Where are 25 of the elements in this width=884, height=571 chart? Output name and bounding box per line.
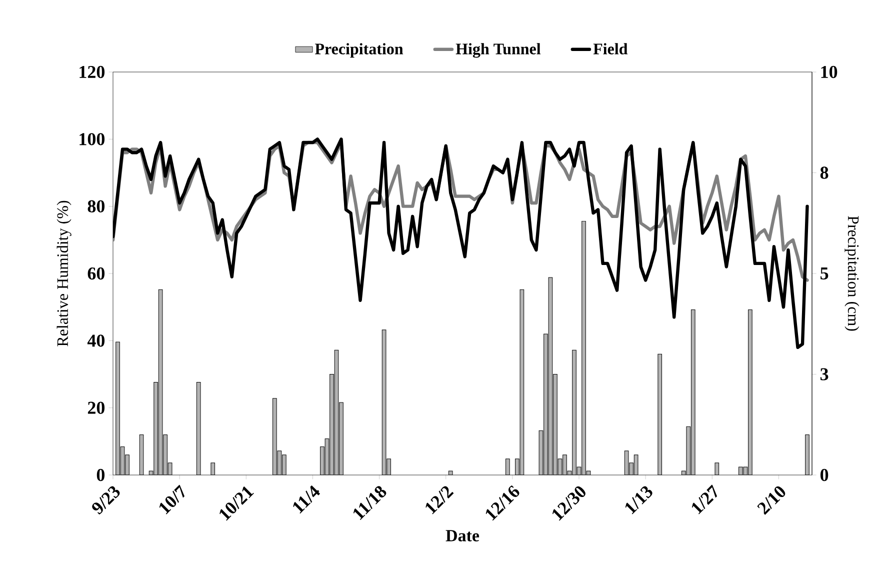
y-tick-label: 20 (88, 402, 105, 414)
y-tick-label: 120 (80, 66, 105, 78)
x-tick-label: 9/23 (92, 486, 120, 515)
legend-label: Precipitation (314, 43, 404, 58)
y2-tick-label: 5 (820, 268, 828, 280)
y2-tick-label: 3 (820, 368, 828, 380)
x-tick-label: 12/2 (426, 486, 454, 514)
x-axis-title: Date (446, 530, 480, 542)
y-tick-label: 80 (88, 200, 105, 212)
x-tick-label: 1/13 (625, 486, 652, 514)
legend-label: Field (593, 43, 628, 54)
y-tick-label: 100 (80, 133, 105, 146)
y-axis-title: Relative Humidity (%) (56, 200, 72, 346)
y-tick-label: 0 (96, 468, 105, 482)
legend-label: High Tunnel (456, 43, 541, 58)
x-tick-label: 10/7 (159, 484, 184, 514)
y2-axis-title: Precipitation (cm) (844, 216, 860, 331)
x-tick-label: 2/10 (757, 486, 786, 515)
y-tick-label: 40 (87, 334, 105, 347)
y2-tick-label: 0 (820, 468, 828, 482)
y-tick-label: 60 (88, 267, 105, 280)
x-tick-label: 1/27 (692, 484, 718, 514)
y2-tick-label: 10 (821, 66, 838, 78)
x-tick-label: 11/4 (293, 485, 320, 514)
y2-tick-label: 8 (820, 166, 828, 179)
